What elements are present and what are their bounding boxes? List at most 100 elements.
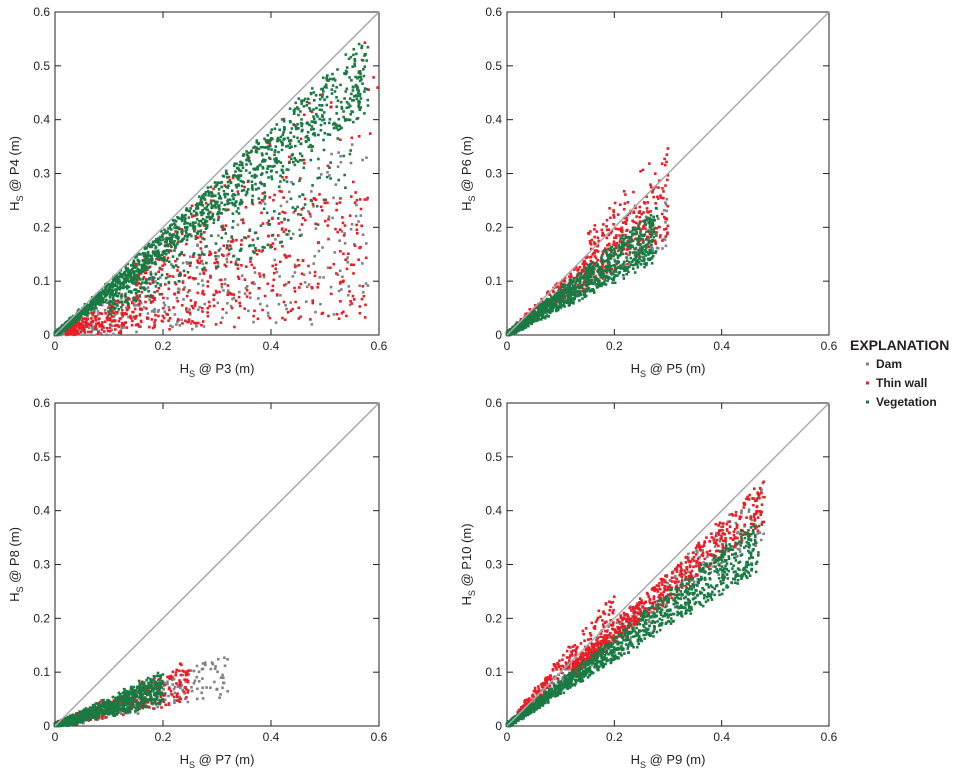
data-point [171, 255, 175, 258]
data-point [109, 304, 113, 307]
data-point [631, 226, 635, 229]
data-point [570, 281, 573, 284]
data-point [272, 278, 276, 282]
data-point [613, 258, 616, 261]
data-point [335, 86, 338, 89]
data-point [186, 234, 190, 238]
data-point [289, 131, 292, 134]
data-point [150, 260, 153, 263]
data-point [282, 131, 285, 134]
data-point [176, 240, 180, 244]
data-point [158, 254, 162, 257]
data-point [158, 243, 161, 246]
data-point [296, 123, 299, 126]
data-point [77, 321, 81, 325]
data-point [163, 249, 166, 253]
data-point [266, 311, 270, 315]
data-point [243, 307, 246, 310]
data-point [189, 299, 193, 302]
data-point [112, 302, 116, 305]
data-point [272, 198, 275, 202]
data-point [638, 227, 641, 231]
data-point [260, 152, 264, 155]
data-point [116, 299, 120, 302]
data-point [355, 203, 358, 207]
data-point [600, 271, 604, 275]
data-point [625, 259, 629, 262]
data-point [589, 255, 593, 259]
data-point [607, 233, 611, 237]
data-point [77, 316, 80, 320]
data-point [209, 215, 212, 219]
data-point [545, 307, 548, 310]
data-point [263, 137, 266, 141]
data-point [621, 221, 625, 224]
data-point [224, 224, 228, 227]
data-point [621, 228, 624, 232]
data-point [126, 279, 129, 282]
data-point [109, 293, 112, 297]
data-point [209, 276, 212, 279]
data-point [613, 236, 616, 240]
data-point [191, 276, 195, 280]
data-point [587, 278, 590, 281]
data-point [240, 239, 243, 242]
data-point [300, 118, 303, 121]
data-point [143, 245, 147, 249]
data-point [363, 112, 366, 115]
data-point [358, 79, 362, 83]
data-point [214, 258, 218, 261]
data-point [88, 323, 92, 326]
data-point [240, 243, 243, 246]
data-point [112, 293, 115, 296]
data-point [538, 303, 541, 307]
data-point [193, 228, 197, 231]
data-point [185, 238, 189, 242]
data-point [151, 294, 155, 298]
data-point [112, 311, 116, 315]
data-point [307, 145, 311, 149]
data-point [608, 264, 611, 267]
data-point [645, 262, 648, 265]
data-point [601, 231, 604, 235]
data-point [288, 254, 291, 258]
data-point [224, 208, 228, 211]
data-point [352, 263, 356, 267]
data-point [174, 220, 178, 223]
data-point [212, 187, 215, 191]
data-point [133, 282, 137, 285]
data-point [609, 247, 612, 251]
data-point [635, 215, 638, 218]
data-point [318, 108, 322, 112]
data-point [342, 110, 345, 113]
data-point [620, 243, 624, 247]
data-point [548, 305, 551, 308]
data-point [168, 274, 172, 278]
data-point [364, 282, 368, 285]
data-point [563, 285, 566, 288]
data-point [596, 280, 600, 284]
data-point [654, 206, 658, 210]
data-point [336, 273, 340, 277]
data-point [167, 686, 171, 689]
data-point [348, 118, 352, 122]
data-point [608, 207, 611, 210]
data-point [623, 266, 627, 270]
data-point [291, 153, 294, 156]
data-point [235, 238, 238, 242]
data-point [85, 319, 88, 322]
data-point [573, 293, 577, 296]
y-tick-label: 0.3 [33, 167, 50, 181]
data-point [112, 332, 115, 336]
data-point [592, 275, 596, 279]
data-point [367, 88, 370, 91]
data-point [150, 318, 154, 321]
data-point [633, 232, 636, 236]
data-point [632, 251, 635, 254]
data-point [622, 190, 626, 193]
data-point [110, 315, 114, 318]
data-point [612, 254, 615, 258]
data-point [608, 261, 612, 265]
data-point [349, 161, 353, 165]
data-point [344, 186, 347, 189]
